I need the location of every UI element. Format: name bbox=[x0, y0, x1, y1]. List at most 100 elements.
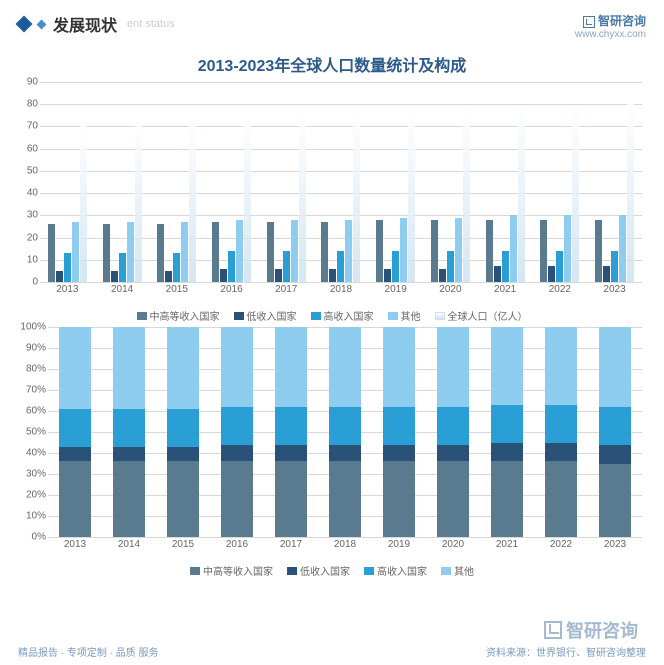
stack-segment bbox=[545, 443, 577, 462]
stack-segment bbox=[329, 407, 361, 445]
y-axis-label: 30 bbox=[16, 210, 38, 221]
brand-url: www.chyxx.com bbox=[575, 29, 646, 40]
y-axis-label: 50% bbox=[16, 427, 46, 438]
stack-segment bbox=[275, 407, 307, 445]
stack-segment bbox=[275, 327, 307, 407]
header-right: 智研咨询 www.chyxx.com bbox=[575, 12, 646, 40]
stack-segment bbox=[113, 461, 145, 537]
x-axis-label: 2015 bbox=[172, 539, 194, 557]
bar bbox=[48, 224, 55, 282]
bar bbox=[321, 222, 328, 282]
bar bbox=[603, 266, 610, 282]
bar bbox=[345, 220, 352, 282]
x-axis-label: 2019 bbox=[385, 284, 407, 302]
top-chart: 0102030405060708090 20132014201520162017… bbox=[40, 82, 642, 302]
stack-segment bbox=[383, 327, 415, 407]
diamond-small-icon bbox=[37, 19, 47, 29]
bar-total bbox=[299, 115, 306, 282]
bar-total bbox=[463, 109, 470, 282]
bar bbox=[400, 218, 407, 282]
bar bbox=[447, 251, 454, 282]
y-axis-label: 70 bbox=[16, 121, 38, 132]
x-axis-label: 2013 bbox=[56, 284, 78, 302]
legend-swatch bbox=[190, 567, 200, 575]
stack-segment bbox=[113, 409, 145, 447]
year-group bbox=[103, 82, 142, 282]
bar bbox=[212, 222, 219, 282]
bar bbox=[540, 220, 547, 282]
bar bbox=[173, 253, 180, 282]
legend-item: 低收入国家 bbox=[287, 563, 350, 578]
x-axis-label: 2015 bbox=[166, 284, 188, 302]
y-axis-label: 30% bbox=[16, 469, 46, 480]
bar bbox=[119, 253, 126, 282]
stacked-column bbox=[599, 327, 631, 537]
stack-segment bbox=[545, 405, 577, 443]
bar bbox=[72, 222, 79, 282]
bar bbox=[431, 220, 438, 282]
bar bbox=[611, 251, 618, 282]
bar bbox=[556, 251, 563, 282]
diamond-icon bbox=[16, 16, 33, 33]
stack-segment bbox=[437, 327, 469, 407]
bar-total bbox=[189, 120, 196, 282]
legend-item: 中高等收入国家 bbox=[137, 308, 220, 323]
bar-total bbox=[353, 113, 360, 282]
bar bbox=[486, 220, 493, 282]
legend-swatch bbox=[364, 567, 374, 575]
bottom-chart-legend: 中高等收入国家低收入国家高收入国家其他 bbox=[18, 563, 646, 578]
bar-total bbox=[80, 124, 87, 282]
stack-segment bbox=[221, 407, 253, 445]
top-chart-legend: 中高等收入国家低收入国家高收入国家其他全球人口（亿人） bbox=[18, 308, 646, 323]
stack-segment bbox=[113, 447, 145, 462]
bar bbox=[548, 266, 555, 282]
bar bbox=[619, 215, 626, 282]
bar bbox=[384, 269, 391, 282]
x-axis-label: 2018 bbox=[334, 539, 356, 557]
stack-segment bbox=[167, 327, 199, 409]
bar-total bbox=[244, 118, 251, 282]
x-axis-label: 2019 bbox=[388, 539, 410, 557]
y-axis-label: 40% bbox=[16, 448, 46, 459]
legend-swatch bbox=[137, 312, 147, 320]
stack-segment bbox=[275, 445, 307, 462]
year-group bbox=[321, 82, 360, 282]
stacked-column bbox=[275, 327, 307, 537]
footer-left: 精品报告 · 专项定制 · 品质 服务 bbox=[18, 644, 159, 659]
bar bbox=[127, 222, 134, 282]
bar bbox=[455, 218, 462, 282]
legend-item: 全球人口（亿人） bbox=[435, 308, 528, 323]
footer: 精品报告 · 专项定制 · 品质 服务 资料来源：世界银行、智研咨询整理 bbox=[18, 644, 646, 659]
stack-segment bbox=[545, 461, 577, 537]
stacked-column bbox=[59, 327, 91, 537]
legend-label: 低收入国家 bbox=[300, 563, 350, 578]
bar bbox=[564, 215, 571, 282]
stack-segment bbox=[59, 327, 91, 409]
x-axis-label: 2022 bbox=[549, 284, 571, 302]
legend-label: 高收入国家 bbox=[324, 308, 374, 323]
year-group bbox=[267, 82, 306, 282]
y-axis-label: 90 bbox=[16, 77, 38, 88]
x-axis-label: 2022 bbox=[550, 539, 572, 557]
stack-segment bbox=[383, 461, 415, 537]
y-axis-label: 20 bbox=[16, 232, 38, 243]
stacked-column bbox=[329, 327, 361, 537]
legend-item: 其他 bbox=[388, 308, 421, 323]
x-axis-label: 2016 bbox=[220, 284, 242, 302]
stack-segment bbox=[221, 445, 253, 462]
section-title-en: ent status bbox=[127, 18, 175, 30]
y-axis-label: 80 bbox=[16, 99, 38, 110]
x-axis-label: 2023 bbox=[603, 284, 625, 302]
legend-label: 其他 bbox=[454, 563, 474, 578]
y-axis-label: 60 bbox=[16, 143, 38, 154]
bottom-chart-area: 0%10%20%30%40%50%60%70%80%90%100% 201320… bbox=[0, 327, 664, 578]
legend-swatch bbox=[287, 567, 297, 575]
y-axis-label: 0% bbox=[16, 532, 46, 543]
legend-swatch bbox=[311, 312, 321, 320]
bottom-chart-bars bbox=[48, 327, 642, 537]
bar bbox=[165, 271, 172, 282]
y-axis-label: 20% bbox=[16, 490, 46, 501]
bar bbox=[111, 271, 118, 282]
y-axis-label: 90% bbox=[16, 343, 46, 354]
bar bbox=[494, 266, 501, 282]
